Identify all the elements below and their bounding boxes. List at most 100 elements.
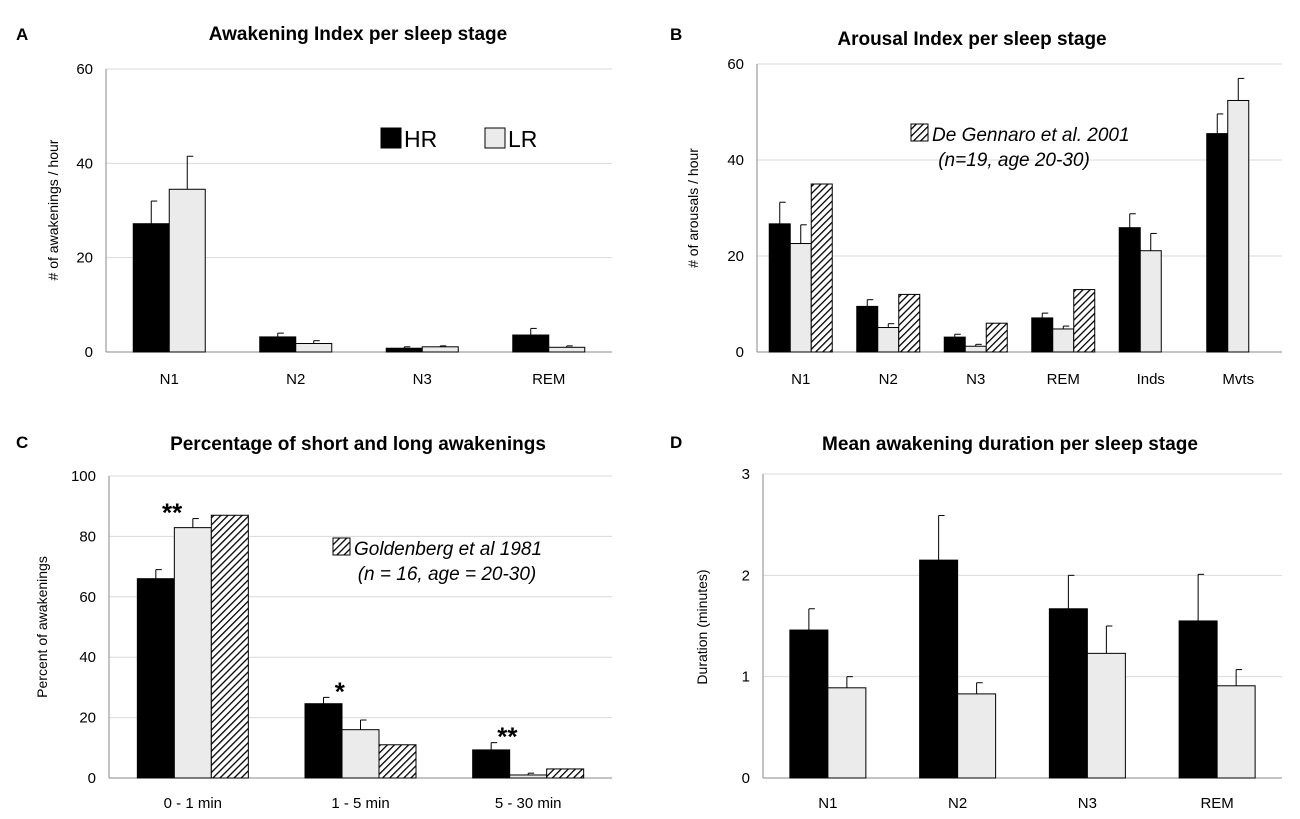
y-tick-label: 20 — [79, 710, 96, 727]
panel-a-ylabel: # of awakenings / hour — [45, 139, 61, 280]
panel-b-legend: De Gennaro et al. 2001 (n=19, age 20-30) — [910, 123, 1130, 171]
x-tick-label: REM — [1047, 371, 1080, 388]
bar-hr-n1 — [132, 223, 170, 353]
bar-hr-n2 — [856, 305, 879, 353]
significance-marker: * — [335, 676, 346, 706]
legend-label-goldenberg: Goldenberg et al 1981 — [354, 539, 542, 560]
bar-lr-n2 — [957, 693, 997, 779]
bar-lr-mvts — [1227, 99, 1250, 353]
x-tick-label: REM — [532, 371, 565, 388]
bar-hr-n2 — [919, 559, 959, 779]
bar-ref-0-1-min — [210, 514, 249, 779]
x-tick-label: N3 — [1078, 795, 1097, 812]
y-tick-label: 2 — [742, 567, 750, 584]
legend-label-de-gennaro: De Gennaro et al. 2001 — [932, 125, 1130, 146]
bar-lr-n1 — [827, 687, 867, 779]
x-tick-label: N3 — [966, 371, 985, 388]
x-tick-label: N1 — [791, 371, 810, 388]
bar-hr-rem — [512, 334, 550, 353]
x-tick-label: N2 — [948, 795, 967, 812]
y-tick-label: 1 — [742, 669, 750, 686]
y-tick-label: 100 — [71, 468, 96, 485]
panel-b: B Arousal Index per sleep stage # of aro… — [670, 25, 1282, 388]
y-tick-label: 60 — [76, 61, 93, 78]
bar-lr-n1 — [789, 243, 812, 353]
bar-hr-1-5-min — [304, 703, 343, 779]
x-tick-label: N2 — [286, 371, 305, 388]
y-tick-label: 40 — [76, 155, 93, 172]
x-tick-label: 5 - 30 min — [495, 795, 562, 812]
y-tick-label: 0 — [736, 344, 744, 361]
y-tick-label: 80 — [79, 528, 96, 545]
bar-hr-n3 — [1048, 608, 1088, 779]
panel-d-title: Mean awakening duration per sleep stage — [822, 434, 1198, 455]
bar-lr-1-5-min — [341, 729, 380, 779]
bar-hr-n1 — [789, 629, 829, 779]
bar-ref-n2 — [898, 293, 921, 353]
panel-b-plot: 0 20 40 60 N1 N2 N3 REM Inds Mvts — [727, 56, 1282, 388]
bar-ref-n1 — [810, 183, 833, 353]
panel-c-title: Percentage of short and long awakenings — [170, 434, 546, 455]
legend-label-goldenberg-sample: (n = 16, age = 20-30) — [358, 564, 537, 585]
y-tick-label: 0 — [742, 770, 750, 787]
x-tick-label: Mvts — [1222, 371, 1254, 388]
x-tick-label: REM — [1200, 795, 1233, 812]
y-tick-label: 3 — [742, 466, 750, 483]
bar-lr-5-30-min — [509, 774, 548, 779]
bar-hr-0-1-min — [136, 578, 175, 779]
panel-d-ylabel: Duration (minutes) — [694, 569, 710, 684]
bar-hr-n3 — [385, 347, 423, 353]
bar-hr-n2 — [259, 336, 297, 353]
panel-a-plot: 0 20 40 60 N1 N2 N3 REM — [76, 61, 612, 388]
bar-lr-n2 — [295, 343, 333, 353]
legend-label-de-gennaro-sample: (n=19, age 20-30) — [938, 150, 1090, 171]
legend-swatch-lr — [484, 127, 506, 149]
bar-lr-rem — [1216, 685, 1256, 779]
panel-letter-b: B — [670, 25, 682, 44]
bar-hr-n3 — [943, 336, 966, 353]
y-tick-label: 60 — [79, 589, 96, 606]
bar-lr-n3 — [421, 346, 459, 353]
y-tick-label: 60 — [727, 56, 744, 73]
legend-swatch-de-gennaro — [910, 123, 929, 142]
panel-a-legend: HR LR — [380, 126, 537, 152]
y-tick-label: 20 — [727, 248, 744, 265]
legend-swatch-goldenberg — [332, 537, 351, 556]
panel-letter-c: C — [16, 433, 28, 452]
panel-c-legend: Goldenberg et al 1981 (n = 16, age = 20-… — [332, 537, 542, 585]
legend-swatch-hr — [380, 127, 402, 149]
x-tick-label: 0 - 1 min — [164, 795, 222, 812]
panel-letter-d: D — [670, 433, 682, 452]
x-tick-label: N2 — [879, 371, 898, 388]
bar-lr-rem — [548, 346, 586, 353]
bar-hr-rem — [1178, 620, 1218, 779]
panel-b-ylabel: # of arousals / hour — [685, 148, 701, 268]
significance-marker: ** — [162, 498, 183, 528]
bar-hr-rem — [1031, 317, 1054, 353]
bar-ref-5-30-min — [546, 768, 585, 779]
y-tick-label: 40 — [79, 649, 96, 666]
panel-c: C Percentage of short and long awakening… — [16, 433, 612, 812]
x-tick-label: N1 — [160, 371, 179, 388]
bar-hr-n1 — [768, 223, 791, 353]
panel-c-ylabel: Percent of awakenings — [34, 556, 50, 698]
panel-d: D Mean awakening duration per sleep stag… — [670, 433, 1282, 812]
x-tick-label: N1 — [818, 795, 837, 812]
y-tick-label: 0 — [85, 344, 93, 361]
bar-ref-1-5-min — [378, 744, 417, 779]
panel-d-plot: 0 1 2 3 N1 N2 N3 REM — [742, 466, 1282, 812]
x-tick-label: 1 - 5 min — [331, 795, 389, 812]
bar-ref-rem — [1073, 289, 1096, 353]
y-tick-label: 40 — [727, 152, 744, 169]
bar-lr-n1 — [168, 188, 206, 353]
bar-lr-n2 — [877, 327, 900, 353]
legend-label-hr: HR — [404, 126, 437, 152]
x-tick-label: Inds — [1137, 371, 1165, 388]
bar-lr-n3 — [964, 345, 987, 353]
significance-marker: ** — [497, 722, 518, 752]
panel-a-title: Awakening Index per sleep stage — [209, 24, 507, 45]
bar-lr-n3 — [1086, 652, 1126, 779]
bar-ref-n3 — [985, 322, 1008, 353]
bar-hr-inds — [1118, 227, 1141, 353]
